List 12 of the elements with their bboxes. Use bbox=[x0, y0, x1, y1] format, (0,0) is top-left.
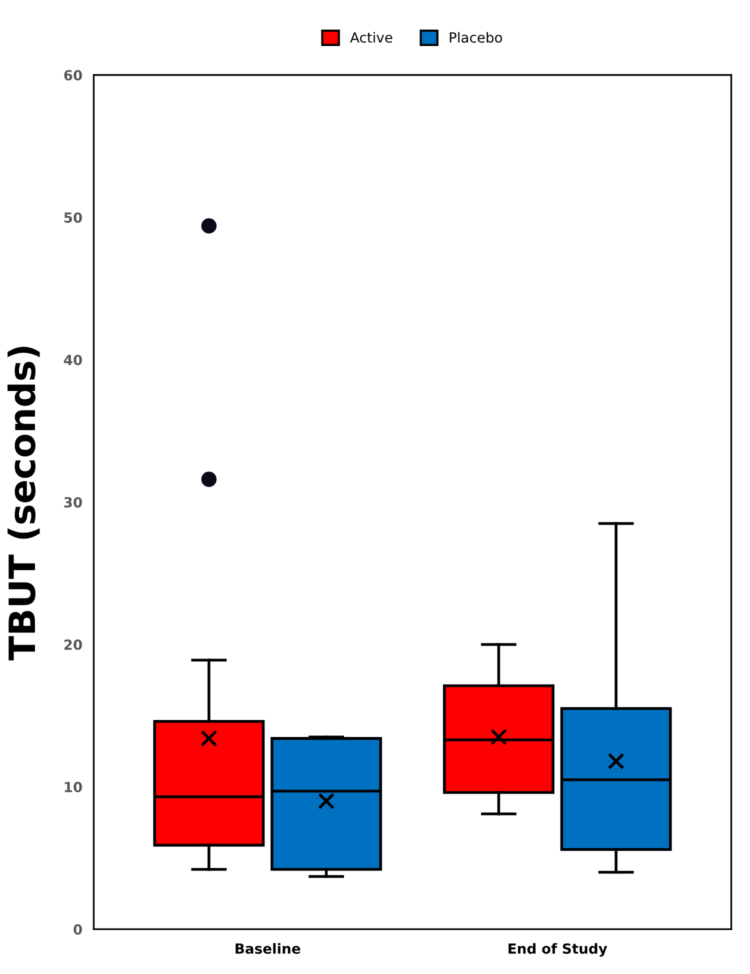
y-tick-label: 50 bbox=[64, 212, 82, 223]
legend-label: Placebo bbox=[450, 32, 502, 43]
y-tick-label: 60 bbox=[64, 70, 82, 80]
y-tick-label: 10 bbox=[64, 782, 82, 792]
y-tick-label: 0 bbox=[74, 924, 82, 935]
x-tick-label: Baseline bbox=[236, 943, 300, 954]
y-tick-label: 20 bbox=[64, 639, 82, 650]
y-tick-label: 30 bbox=[64, 497, 82, 508]
y-axis-title: TBUT (seconds) bbox=[8, 346, 40, 660]
legend-label: Active bbox=[350, 32, 392, 43]
x-tick-label: End of Study bbox=[508, 943, 608, 957]
y-tick-label: 40 bbox=[64, 354, 82, 366]
